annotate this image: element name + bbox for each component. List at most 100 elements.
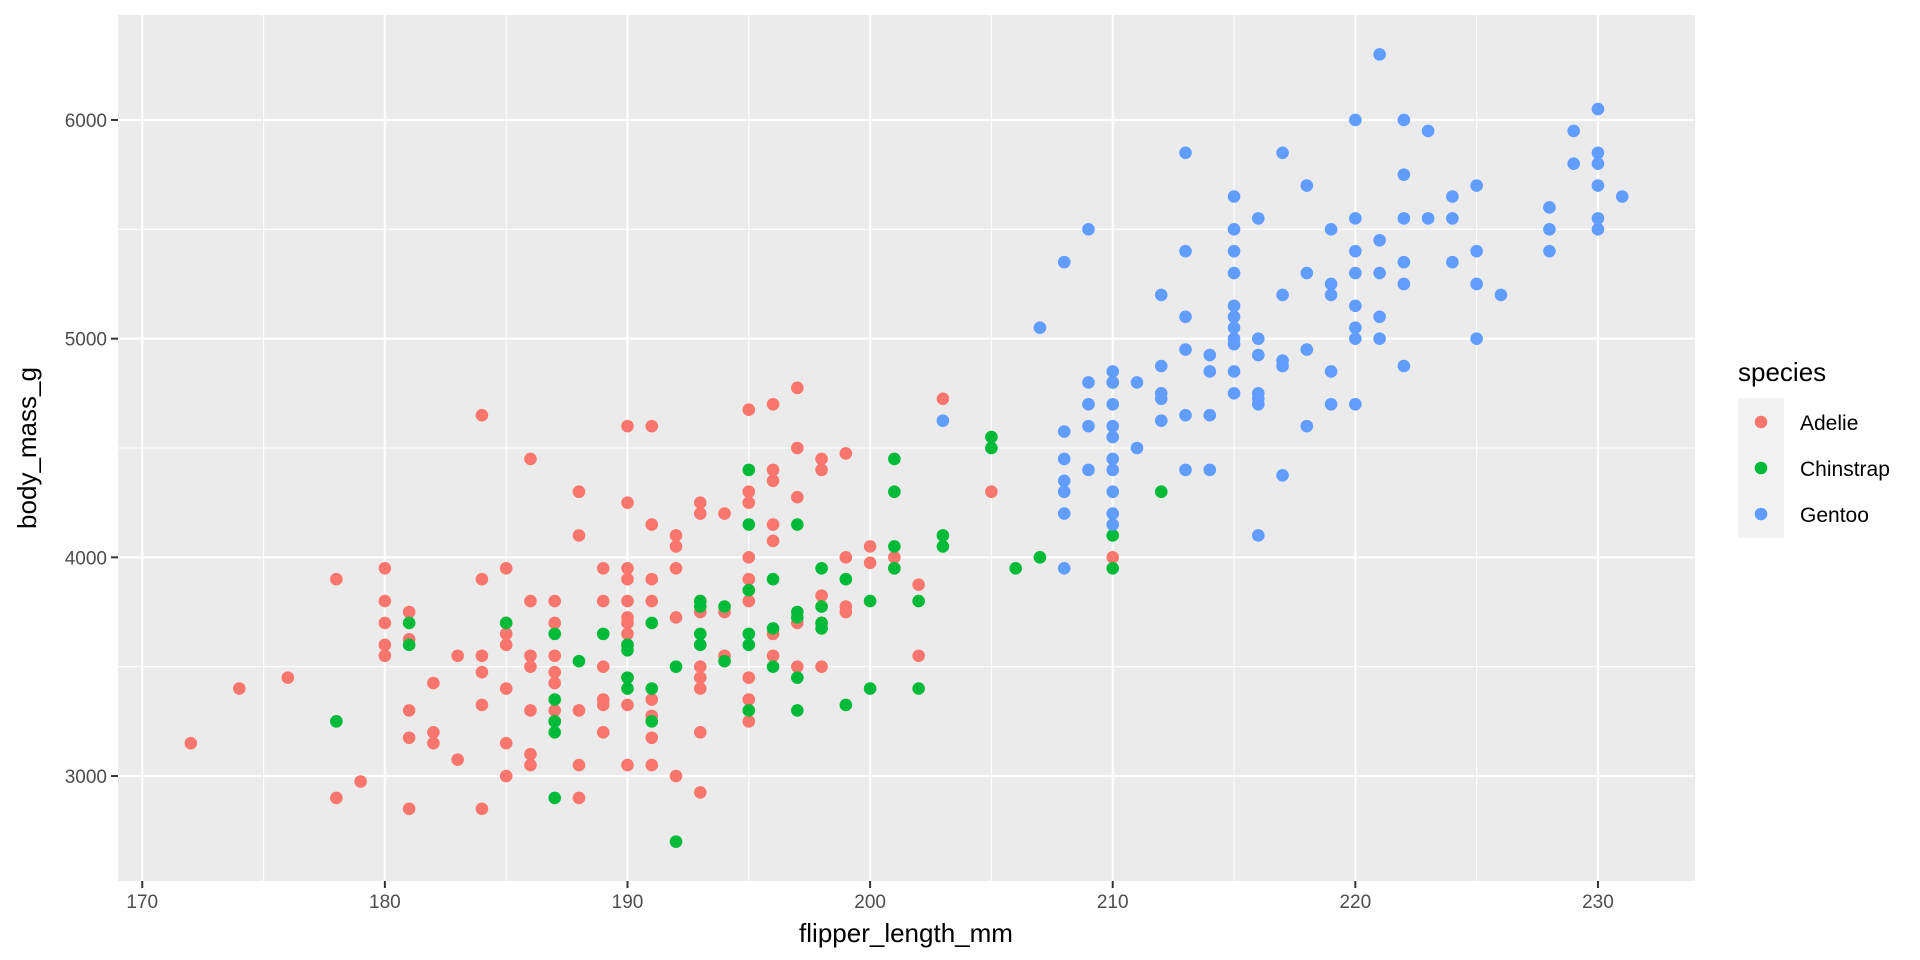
- data-point: [1470, 244, 1483, 258]
- data-point: [1373, 48, 1386, 61]
- data-point: [1009, 561, 1022, 575]
- data-point: [693, 660, 707, 673]
- legend-title: species: [1738, 357, 1826, 387]
- data-point: [427, 725, 440, 739]
- data-point: [718, 600, 731, 613]
- data-point: [524, 704, 537, 717]
- data-point: [1154, 359, 1168, 373]
- data-point: [839, 447, 853, 460]
- data-point: [1543, 244, 1556, 258]
- data-point: [791, 441, 804, 455]
- data-point: [402, 605, 416, 619]
- data-point: [1421, 124, 1435, 138]
- data-point: [766, 397, 780, 411]
- data-point: [645, 715, 659, 728]
- data-point: [791, 381, 804, 395]
- data-point: [1470, 332, 1483, 345]
- data-point: [888, 540, 901, 553]
- data-point: [1227, 223, 1241, 236]
- data-point: [1591, 157, 1605, 171]
- x-tick-label: 170: [126, 892, 158, 913]
- data-point: [645, 572, 659, 586]
- legend-key-chinstrap: [1754, 461, 1768, 475]
- data-point: [524, 594, 537, 608]
- data-point: [766, 534, 780, 548]
- data-point: [1251, 397, 1265, 411]
- legend-label-chinstrap: Chinstrap: [1800, 458, 1890, 481]
- data-point: [548, 715, 562, 728]
- data-point: [693, 627, 707, 641]
- data-point: [548, 693, 562, 706]
- data-point: [548, 676, 562, 690]
- y-tick-label: 5000: [65, 330, 107, 351]
- data-point: [693, 507, 707, 520]
- data-point: [1179, 146, 1192, 160]
- data-point: [1057, 452, 1071, 466]
- data-point: [1227, 337, 1241, 351]
- data-point: [572, 704, 586, 717]
- data-point: [499, 627, 513, 641]
- data-point: [693, 671, 707, 684]
- data-point: [912, 594, 925, 608]
- data-point: [499, 638, 513, 652]
- data-point: [693, 786, 707, 799]
- data-point: [1106, 365, 1120, 378]
- data-point: [1324, 288, 1338, 302]
- data-point: [451, 649, 464, 663]
- data-point: [1349, 397, 1362, 411]
- data-point: [1300, 179, 1314, 192]
- data-point: [766, 474, 780, 488]
- data-point: [742, 518, 756, 531]
- x-axis: 170 180 190 200 210 220 230: [126, 881, 1614, 913]
- data-point: [1179, 463, 1192, 477]
- data-point: [1397, 168, 1411, 181]
- data-point: [693, 638, 707, 652]
- data-point: [912, 682, 925, 695]
- data-point: [475, 665, 489, 679]
- data-point: [1179, 408, 1192, 422]
- data-point: [742, 496, 756, 509]
- data-point: [1397, 359, 1411, 373]
- data-point: [863, 594, 877, 608]
- data-point: [1543, 223, 1556, 236]
- data-point: [912, 649, 925, 663]
- data-point: [742, 403, 756, 417]
- data-point: [1300, 266, 1314, 280]
- data-point: [1446, 255, 1459, 269]
- data-point: [378, 561, 392, 575]
- data-point: [378, 638, 392, 652]
- data-point: [354, 775, 367, 788]
- data-point: [330, 715, 343, 728]
- data-point: [1373, 332, 1386, 345]
- data-point: [645, 693, 659, 706]
- data-point: [815, 660, 828, 673]
- data-point: [742, 704, 756, 717]
- data-point: [621, 682, 634, 695]
- data-point: [1154, 288, 1168, 302]
- data-point: [621, 561, 634, 575]
- data-point: [1470, 179, 1483, 192]
- data-point: [524, 747, 537, 761]
- data-point: [548, 725, 562, 739]
- data-point: [1373, 266, 1386, 280]
- data-point: [669, 769, 683, 783]
- data-point: [621, 643, 634, 657]
- grid-minor-lines: [118, 15, 1695, 881]
- data-point: [1591, 223, 1605, 236]
- data-point: [1227, 190, 1241, 203]
- legend-label-gentoo: Gentoo: [1800, 504, 1869, 527]
- data-point: [621, 496, 634, 509]
- data-point: [1106, 561, 1120, 575]
- data-point: [1106, 430, 1120, 444]
- data-point: [669, 611, 683, 624]
- data-point: [742, 594, 756, 608]
- data-point: [766, 572, 780, 586]
- data-point: [766, 649, 780, 663]
- data-point: [427, 676, 440, 690]
- data-point: [475, 408, 489, 422]
- data-point: [621, 627, 634, 641]
- data-point: [1276, 146, 1289, 160]
- data-point: [378, 616, 392, 630]
- data-point: [475, 572, 489, 586]
- data-point: [815, 452, 828, 466]
